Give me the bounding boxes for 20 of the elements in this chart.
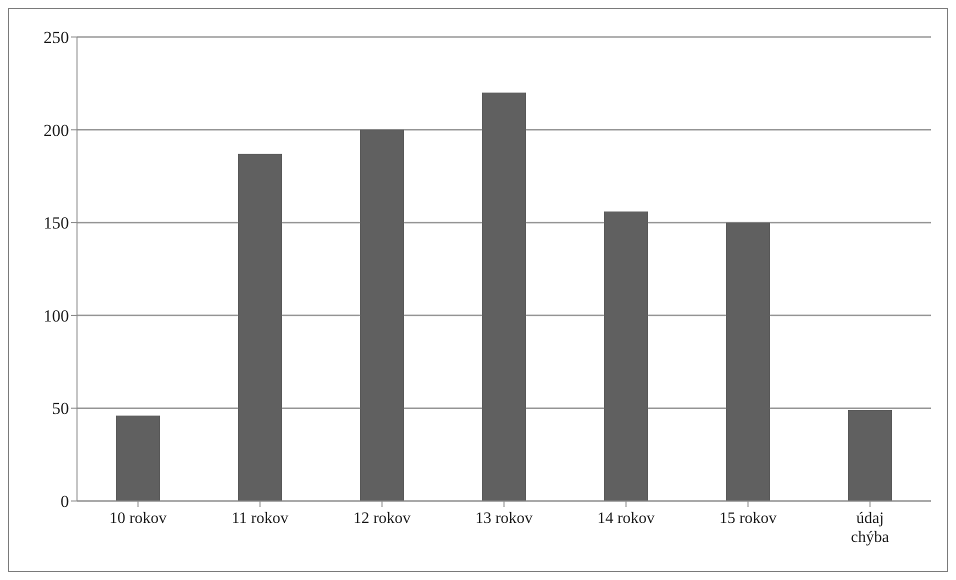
bar [116,416,160,501]
x-tick-label: 14 rokov [597,510,655,527]
x-tick-label: 13 rokov [475,510,533,527]
x-tick-label: 12 rokov [353,510,411,527]
y-tick-label: 150 [44,214,69,233]
bar [482,92,526,501]
x-tick-label: 10 rokov [109,510,167,527]
bar [848,410,892,501]
bar [238,154,282,501]
y-tick-label: 200 [44,120,69,140]
y-tick-label: 50 [52,399,69,418]
x-tick-label: 15 rokov [719,510,777,527]
x-tick-label: 11 rokov [232,510,288,527]
y-tick-label: 0 [60,492,69,512]
y-tick-label: 250 [44,28,69,48]
bar [360,130,404,501]
y-tick-label: 100 [44,306,69,326]
bar [604,211,648,501]
bar [726,222,770,501]
x-tick-label: údaj chýba [850,510,890,546]
